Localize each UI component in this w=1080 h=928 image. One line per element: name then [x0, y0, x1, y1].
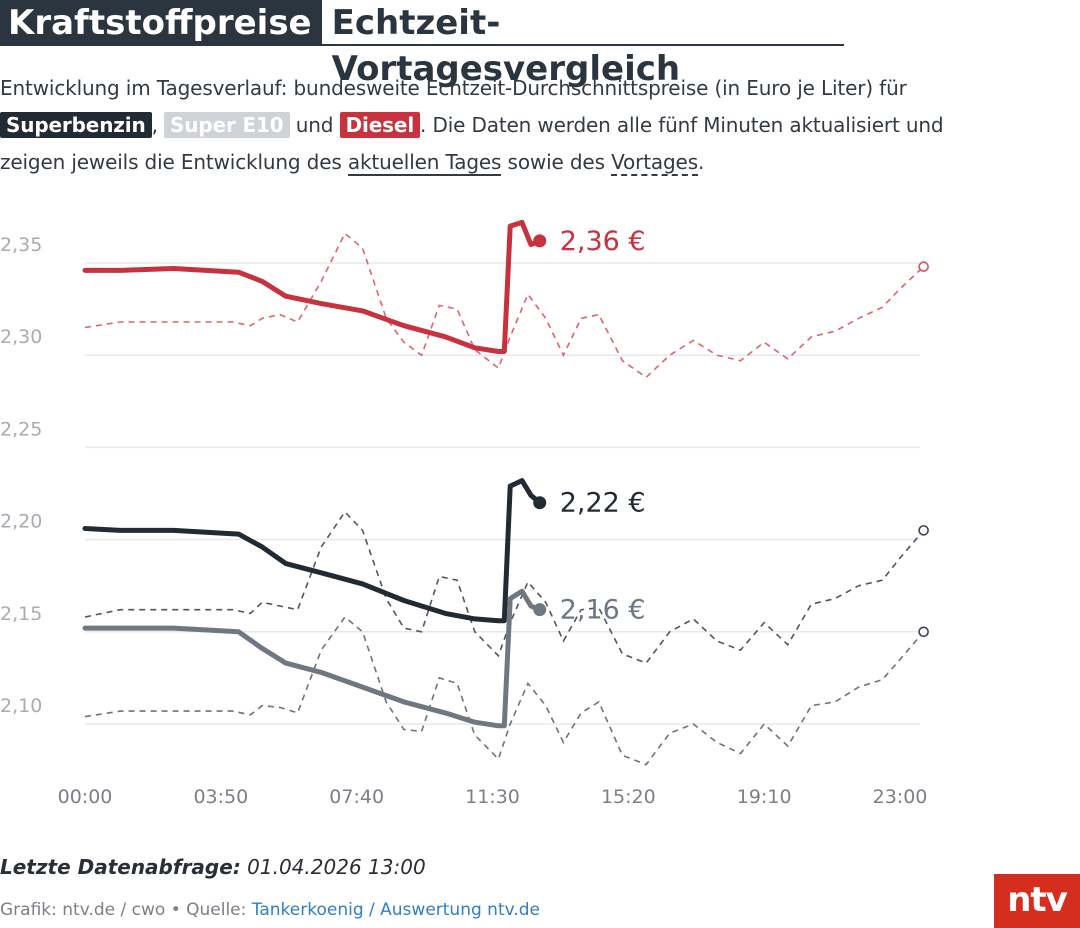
x-tick-label: 07:40 [329, 786, 384, 808]
series-diesel-today [82, 219, 543, 354]
series-super-e10-yesterday-end [918, 626, 929, 638]
series-super-e10-today-end [533, 603, 547, 617]
title-row: Kraftstoffpreise Echtzeit-Vortagesvergle… [0, 0, 844, 89]
x-tick-label: 23:00 [873, 786, 928, 808]
last-update: Letzte Datenabfrage: 01.04.2026 13:00 [0, 855, 426, 879]
source-line: Grafik: ntv.de / cwo • Quelle: Tankerkoe… [0, 900, 540, 920]
chart-subtitle: Echtzeit-Vortagesvergleich [321, 0, 844, 89]
description-and: und [295, 113, 334, 137]
description: Entwicklung im Tagesverlauf: bundesweite… [0, 70, 1080, 181]
series-superbenzin-today-end [533, 496, 547, 510]
x-tick-label: 19:10 [737, 786, 792, 808]
series-diesel-yesterday [84, 232, 925, 379]
x-tick-label: 11:30 [465, 786, 520, 808]
series-superbenzin-today [82, 478, 543, 624]
y-tick-label: 2,20 [0, 511, 42, 533]
series-diesel-today-end [533, 234, 547, 248]
x-tick-label: 00:00 [58, 786, 113, 808]
description-intro: Entwicklung im Tagesverlauf: bundesweite… [0, 76, 907, 100]
value-label-super-e10: 2,16 € [560, 595, 646, 626]
chart-grid [85, 262, 920, 725]
x-tick-label: 03:50 [193, 786, 248, 808]
last-update-value: 01.04.2026 13:00 [247, 855, 426, 879]
legend-super-e10[interactable]: Super E10 [164, 112, 290, 138]
y-axis: 2,10 2,15 2,20 2,25 2,30 2,35 [0, 234, 42, 717]
chart-value-labels: 2,36 € 2,22 € 2,16 € [560, 226, 646, 626]
ntv-logo: ntv [994, 874, 1080, 928]
value-label-superbenzin: 2,22 € [560, 488, 646, 519]
series-diesel-yesterday-end [918, 261, 929, 272]
legend-yesterday-link[interactable]: Vortages [611, 150, 698, 176]
legend-diesel[interactable]: Diesel [339, 112, 421, 138]
price-chart: 2,10 2,15 2,20 2,25 2,30 2,35 00:00 03:50 07:40… [0, 219, 929, 808]
description-middle: sowie des [507, 150, 605, 174]
description-end: . [697, 150, 705, 174]
chart-title: Kraftstoffpreise [0, 0, 322, 46]
y-tick-label: 2,25 [0, 418, 42, 440]
description-after-tags: . Die Daten werden alle fünf Minuten akt… [420, 113, 944, 137]
description-line3: zeigen jeweils die Entwicklung des [0, 150, 342, 174]
series-superbenzin-yesterday [84, 510, 925, 665]
series-superbenzin-yesterday-end [918, 525, 929, 536]
source-prefix: Grafik: ntv.de / cwo • Quelle: [0, 900, 247, 920]
source-link[interactable]: Tankerkoenig / Auswertung ntv.de [251, 900, 541, 920]
series-super-e10-today [82, 588, 543, 729]
legend-today-link[interactable]: aktuellen Tages [347, 150, 502, 176]
x-axis: 00:00 03:50 07:40 11:30 15:20 19:10 23:00 [58, 786, 928, 808]
description-comma: , [151, 113, 158, 137]
x-tick-label: 15:20 [601, 786, 656, 808]
last-update-label: Letzte Datenabfrage: [0, 855, 241, 879]
y-tick-label: 2,10 [0, 695, 42, 717]
y-tick-label: 2,30 [0, 326, 42, 348]
chart-series [82, 219, 929, 766]
legend-superbenzin[interactable]: Superbenzin [0, 112, 152, 138]
y-tick-label: 2,35 [0, 234, 42, 256]
y-tick-label: 2,15 [0, 603, 42, 625]
series-super-e10-yesterday [84, 615, 925, 766]
value-label-diesel: 2,36 € [560, 226, 646, 257]
